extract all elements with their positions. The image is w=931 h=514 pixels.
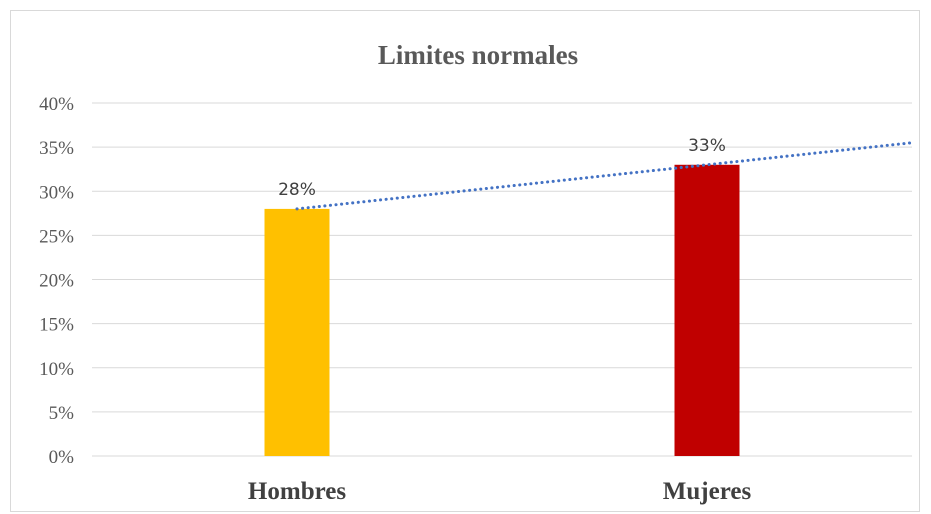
y-tick-label: 40% (39, 94, 74, 115)
data-labels: 28% 33% (278, 136, 726, 200)
y-tick-label: 25% (39, 226, 74, 247)
x-axis-ticks: Hombres Mujeres (248, 478, 752, 505)
chart-title: Limites normales (378, 40, 578, 70)
chart-frame (10, 10, 920, 512)
x-tick-label: Hombres (248, 478, 346, 505)
gridlines (92, 102, 912, 457)
y-tick-label: 15% (39, 315, 74, 336)
y-tick-label: 0% (49, 447, 75, 468)
y-axis-ticks: 0% 5% 10% 15% 20% 25% 30% 35% 40% (39, 94, 74, 468)
data-label: 33% (688, 136, 726, 156)
trendline-group (295, 141, 914, 211)
trendline (295, 141, 914, 211)
bars (264, 164, 740, 456)
data-label: 28% (278, 180, 316, 200)
y-tick-label: 35% (39, 138, 74, 159)
y-tick-label: 30% (39, 182, 74, 203)
bar-mujeres (674, 164, 740, 456)
x-tick-label: Mujeres (663, 478, 752, 505)
y-tick-label: 5% (49, 403, 75, 424)
y-tick-label: 20% (39, 271, 74, 292)
y-tick-label: 10% (39, 359, 74, 380)
bar-hombres (264, 208, 330, 456)
